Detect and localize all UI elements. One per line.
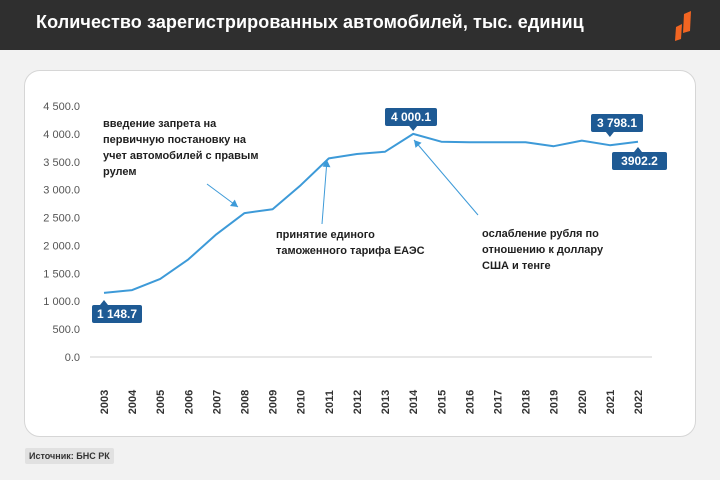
x-tick-label: 2014 — [408, 389, 420, 414]
x-tick-label: 2009 — [268, 390, 280, 414]
header-bar: Количество зарегистрированных автомобиле… — [0, 0, 720, 50]
y-tick-label: 2 500.0 — [43, 213, 80, 225]
source-note: Источник: БНС РК — [25, 448, 114, 464]
annotation-arrow-head — [414, 140, 422, 148]
annotation-text: рулем — [103, 166, 137, 178]
x-tick-label: 2011 — [324, 390, 336, 414]
annotation-text: таможенного тарифа ЕАЭС — [276, 245, 425, 257]
annotation-text: учет автомобилей с правым — [103, 150, 258, 162]
data-label-box — [612, 152, 667, 170]
x-tick-label: 2004 — [127, 389, 139, 414]
y-tick-label: 3 000.0 — [43, 185, 80, 197]
x-tick-label: 2012 — [352, 390, 364, 414]
annotation-arrow — [321, 159, 328, 225]
series-line — [103, 132, 639, 294]
x-tick-label: 2005 — [155, 390, 167, 414]
x-tick-label: 2017 — [492, 390, 504, 414]
data-label-tail — [605, 132, 614, 137]
annotation-text: США и тенге — [482, 260, 551, 272]
data-label: 4 000.1 — [391, 110, 431, 124]
y-tick-label: 1 000.0 — [43, 296, 80, 308]
y-tick-label: 4 000.0 — [43, 129, 80, 141]
y-tick-label: 3 500.0 — [43, 157, 80, 169]
y-tick-label: 1 500.0 — [43, 268, 80, 280]
x-tick-label: 2008 — [240, 390, 252, 414]
chart-card — [24, 70, 696, 437]
annotation-text: принятие единого — [276, 229, 375, 241]
x-tick-label: 2015 — [436, 390, 448, 414]
y-tick-label: 0.0 — [65, 352, 80, 364]
x-tick-label: 2019 — [549, 390, 561, 414]
annotation-text: первичную постановку на — [103, 134, 247, 146]
annotation-text: ослабление рубля по — [482, 228, 599, 240]
y-tick-label: 500.0 — [52, 324, 80, 336]
x-tick-label: 2007 — [211, 390, 223, 414]
y-tick-label: 4 500.0 — [43, 101, 80, 113]
data-label: 3902.2 — [621, 154, 658, 168]
page-title: Количество зарегистрированных автомобиле… — [36, 12, 584, 32]
data-label-box — [591, 114, 643, 132]
annotation-arrow-head — [229, 199, 238, 207]
y-tick-label: 2 000.0 — [43, 240, 80, 252]
x-tick-label: 2013 — [380, 390, 392, 414]
x-tick-label: 2016 — [464, 390, 476, 414]
annotation-text: введение запрета на — [103, 118, 217, 130]
x-tick-label: 2018 — [521, 390, 533, 414]
data-label: 1 148.7 — [97, 307, 137, 321]
annotation-arrow-head — [322, 160, 331, 168]
data-label-tail — [634, 147, 642, 152]
x-tick-label: 2020 — [577, 390, 589, 414]
data-label-tail — [100, 300, 108, 305]
annotation-text: отношению к доллару — [482, 244, 604, 256]
data-label-box — [92, 305, 142, 323]
brand-logo-icon — [675, 11, 691, 41]
x-tick-label: 2010 — [296, 390, 308, 414]
annotation-arrow — [413, 139, 479, 216]
x-tick-label: 2021 — [605, 390, 617, 414]
data-label: 3 798.1 — [597, 116, 637, 130]
data-label-tail — [409, 126, 418, 131]
x-tick-label: 2022 — [633, 390, 645, 414]
data-label-box — [385, 108, 437, 126]
x-tick-label: 2006 — [183, 390, 195, 414]
x-tick-label: 2003 — [99, 390, 111, 414]
